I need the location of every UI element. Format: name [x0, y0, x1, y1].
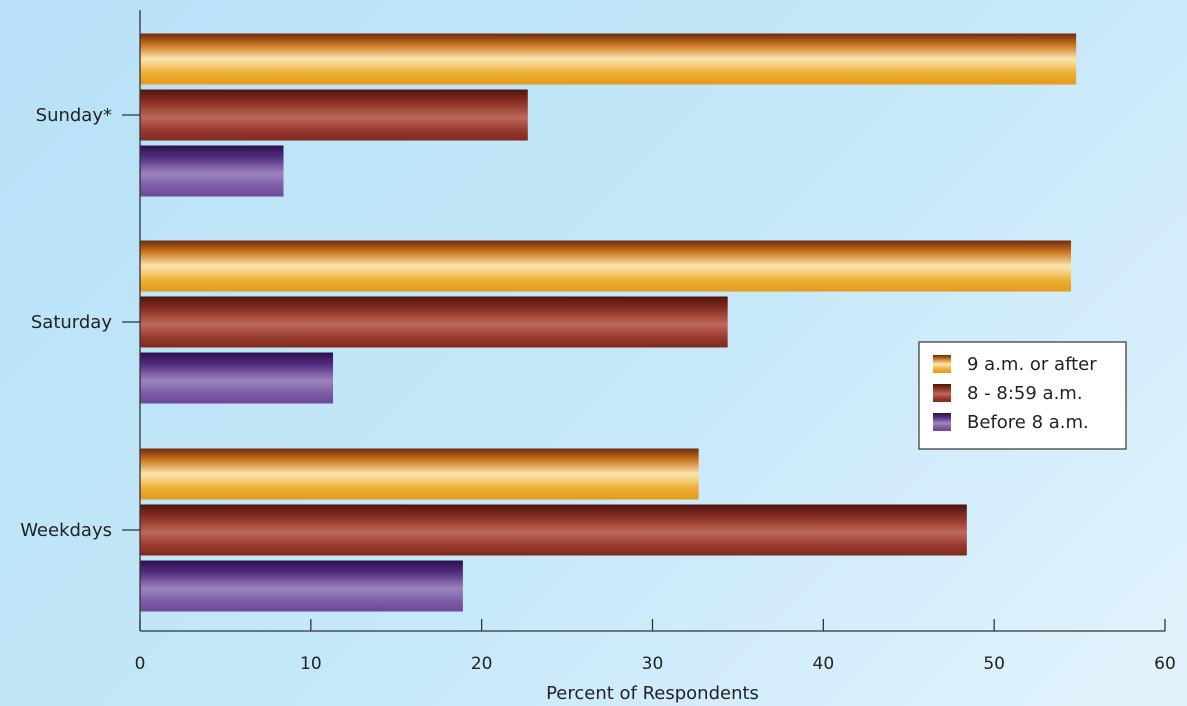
axes-layer: Sunday* Saturday Weekdays 0 10 20 30 40 50 60 Perc… — [20, 10, 1176, 704]
bar-weekdays-0 — [140, 448, 699, 500]
legend-label: 9 a.m. or after — [967, 354, 1097, 375]
x-tick-label: 10 — [300, 654, 322, 674]
legend: 9 a.m. or after 8 - 8:59 a.m. Before 8 a.m… — [918, 341, 1127, 450]
x-tick-label: 30 — [642, 654, 664, 674]
x-tick-label: 0 — [135, 654, 146, 674]
x-tick-label: 40 — [813, 654, 835, 674]
legend-label: Before 8 a.m. — [967, 412, 1089, 433]
bar-saturday-0 — [140, 240, 1072, 292]
legend-box — [918, 341, 1127, 450]
y-tick-label: Weekdays — [20, 520, 112, 541]
bar-sunday-1 — [140, 89, 528, 141]
bar-weekdays-2 — [140, 560, 463, 612]
legend-label: 8 - 8:59 a.m. — [967, 383, 1083, 404]
y-tick-label: Sunday* — [36, 105, 112, 126]
x-tick-label: 50 — [983, 654, 1005, 674]
bars-layer — [140, 33, 1077, 612]
bar-sunday-0 — [140, 33, 1077, 85]
x-tick-label: 60 — [1154, 654, 1176, 674]
bar-weekdays-1 — [140, 504, 967, 556]
legend-swatch — [933, 413, 951, 431]
bar-sunday-2 — [140, 145, 284, 197]
x-axis-title: Percent of Respondents — [546, 683, 759, 704]
bar-saturday-2 — [140, 352, 334, 404]
y-tick-label: Saturday — [31, 312, 112, 333]
x-tick-label: 20 — [471, 654, 493, 674]
bar-saturday-1 — [140, 296, 728, 348]
legend-swatch — [933, 355, 951, 373]
legend-swatch — [933, 384, 951, 402]
